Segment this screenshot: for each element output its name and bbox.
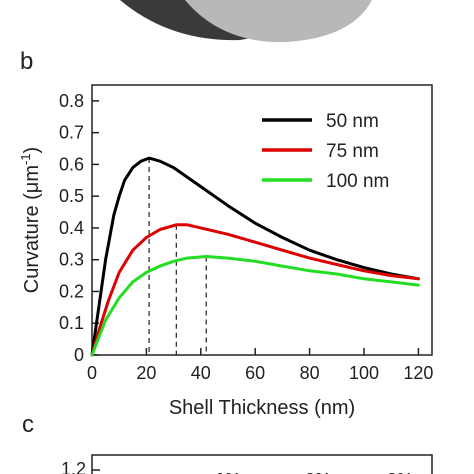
panel-c-ytick-label: 1.2 — [61, 459, 86, 474]
y-tick-label: 0.1 — [59, 313, 84, 333]
panel-b-letter: b — [20, 48, 33, 75]
panel-c-label-2: 2% — [305, 470, 331, 474]
y-axis-title-sup: -1 — [18, 153, 33, 165]
x-tick-label: 80 — [300, 363, 320, 383]
x-tick-label: 20 — [136, 363, 156, 383]
x-tick-label: 60 — [245, 363, 265, 383]
x-tick-label: 100 — [349, 363, 379, 383]
y-axis-title-close: ) — [21, 147, 43, 154]
panel-c-letter: c — [22, 411, 34, 438]
series-line — [90, 223, 420, 357]
y-tick-label: 0.7 — [59, 123, 84, 143]
y-tick-label: 0.6 — [59, 154, 84, 174]
legend-label: 75 nm — [326, 141, 379, 162]
y-axis: 0 0.1 0.2 0.3 0.4 0.5 0.6 0.7 0.8 — [59, 91, 99, 365]
panel-c-frame-top — [91, 454, 433, 474]
x-tick-label: 120 — [403, 363, 433, 383]
y-tick-label: 0.3 — [59, 250, 84, 270]
series-line — [90, 255, 420, 357]
y-tick-label: 0.8 — [59, 91, 84, 111]
peak-markers — [148, 158, 207, 355]
light-core-shape — [185, 0, 372, 43]
series-line — [90, 156, 420, 357]
panel-c-partial: 1.2 1% 2% 3% — [61, 454, 433, 474]
panel-a-illustration — [120, 0, 372, 43]
y-tick-label: 0.4 — [59, 218, 84, 238]
legend: 50 nm 75 nm 100 nm — [262, 111, 389, 192]
y-axis-title: Curvature (μm-1) — [18, 147, 43, 293]
legend-label: 100 nm — [326, 171, 389, 192]
series-lines — [90, 156, 420, 357]
y-axis-title-main: Curvature (μm — [21, 165, 43, 293]
curvature-chart: 0 0.1 0.2 0.3 0.4 0.5 0.6 0.7 0.8 0 20 40 60 80 100 12… — [18, 84, 433, 419]
plot-frame — [91, 84, 433, 356]
y-tick-label: 0.5 — [59, 186, 84, 206]
legend-label: 50 nm — [326, 111, 379, 132]
x-tick-label: 40 — [191, 363, 211, 383]
panel-c-label-1: 1% — [215, 470, 241, 474]
y-tick-label: 0 — [74, 345, 84, 365]
panel-c-label-3: 3% — [387, 470, 413, 474]
x-axis-title: Shell Thickness (nm) — [169, 397, 355, 419]
x-axis: 0 20 40 60 80 100 120 — [87, 348, 433, 383]
y-tick-label: 0.2 — [59, 281, 84, 301]
x-tick-label: 0 — [87, 363, 97, 383]
